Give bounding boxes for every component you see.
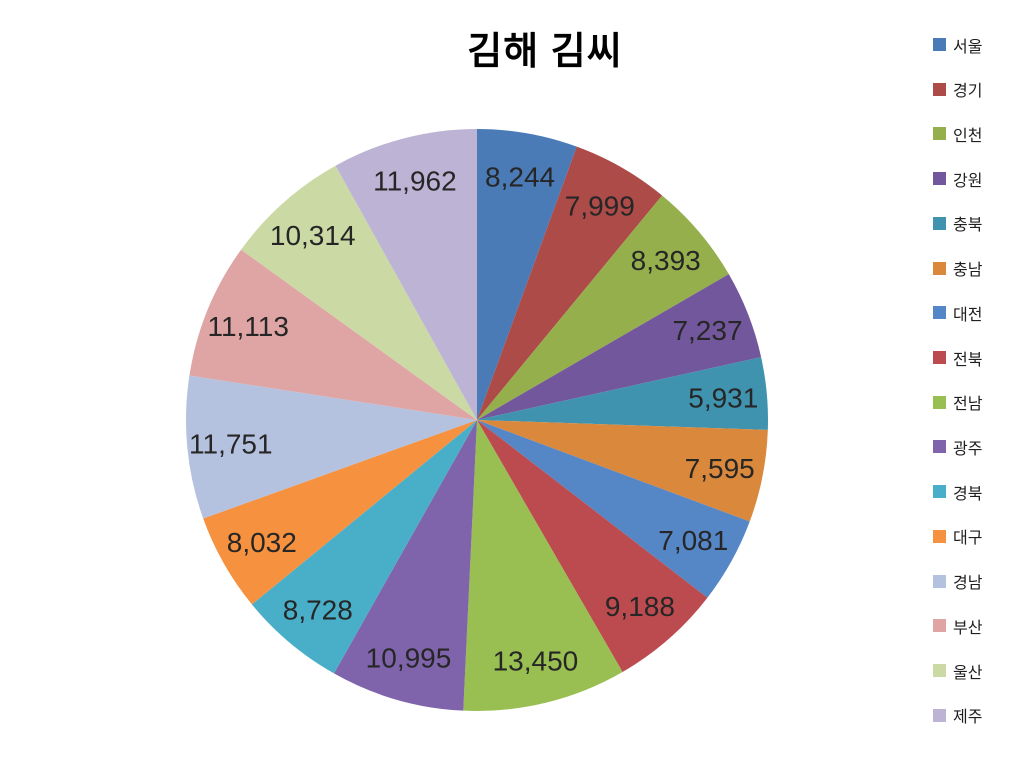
legend-swatch-icon xyxy=(933,440,946,454)
data-label-6: 7,081 xyxy=(658,525,728,556)
data-label-5: 7,595 xyxy=(685,453,755,484)
legend-item-5: 충남 xyxy=(933,260,982,279)
data-label-13: 11,113 xyxy=(207,311,288,342)
pie-slice-11 xyxy=(203,420,477,605)
legend-label: 서울 xyxy=(953,38,983,56)
data-label-12: 11,751 xyxy=(189,429,273,460)
pie-slice-1 xyxy=(477,146,663,420)
legend-item-11: 대구 xyxy=(933,528,982,547)
pie-slice-0 xyxy=(477,129,577,420)
legend-item-1: 경기 xyxy=(933,81,982,100)
legend-swatch-icon xyxy=(933,172,946,186)
legend-swatch-icon xyxy=(933,664,946,678)
pie-slice-14 xyxy=(241,165,477,420)
data-label-15: 11,962 xyxy=(373,166,457,197)
data-label-7: 9,188 xyxy=(605,591,675,622)
legend-item-15: 제주 xyxy=(933,707,982,726)
pie-slice-12 xyxy=(186,375,477,519)
data-label-11: 8,032 xyxy=(227,527,297,558)
legend-item-12: 경남 xyxy=(933,573,982,592)
legend-item-13: 부산 xyxy=(933,617,982,637)
legend-swatch-icon xyxy=(933,529,946,543)
chart-title: 김해 김씨 xyxy=(467,31,623,73)
legend-swatch-icon xyxy=(933,82,946,96)
data-label-0: 8,244 xyxy=(485,161,555,192)
pie-slice-6 xyxy=(477,420,750,598)
pie-slice-10 xyxy=(251,420,477,674)
data-label-4: 5,931 xyxy=(688,382,758,413)
legend-label: 경남 xyxy=(953,575,983,593)
legend-item-10: 경북 xyxy=(933,483,982,503)
legend-label: 전남 xyxy=(953,396,983,414)
legend-swatch-icon xyxy=(933,574,946,588)
data-label-10: 8,728 xyxy=(283,594,353,625)
data-label-14: 10,314 xyxy=(270,220,356,251)
legend-swatch-icon xyxy=(933,261,946,275)
legend-item-3: 강원 xyxy=(933,170,982,190)
legend-label: 울산 xyxy=(953,664,983,682)
legend-swatch-icon xyxy=(933,38,946,51)
legend-item-14: 울산 xyxy=(933,662,982,682)
pie-slice-8 xyxy=(463,420,623,712)
legend-label: 경기 xyxy=(953,83,983,101)
pie-slice-9 xyxy=(333,420,477,711)
legend-label: 대전 xyxy=(953,306,983,324)
legend-label: 충북 xyxy=(953,217,983,235)
legend-label: 충남 xyxy=(953,262,983,280)
legend-item-6: 대전 xyxy=(933,304,982,324)
legend-label: 광주 xyxy=(953,440,983,458)
legend-label: 부산 xyxy=(953,619,983,637)
pie-slice-3 xyxy=(477,274,762,420)
legend-swatch-icon xyxy=(933,708,946,722)
legend-label: 인천 xyxy=(953,127,983,145)
pie-slice-2 xyxy=(477,195,729,420)
data-label-1: 7,999 xyxy=(565,190,635,221)
legend-swatch-icon xyxy=(933,306,946,320)
data-label-3: 7,237 xyxy=(672,315,742,346)
pie-slice-7 xyxy=(477,420,708,672)
legend-swatch-icon xyxy=(933,485,946,499)
legend-item-7: 전북 xyxy=(933,349,982,369)
legend-label: 전북 xyxy=(953,351,983,369)
legend-label: 경북 xyxy=(953,485,983,503)
pie-slice-13 xyxy=(189,249,478,420)
legend-swatch-icon xyxy=(933,216,946,230)
pie-slice-15 xyxy=(335,129,477,420)
legend-item-0: 서울 xyxy=(933,36,982,56)
legend-item-9: 광주 xyxy=(933,438,982,458)
legend-label: 대구 xyxy=(953,530,983,548)
data-label-8: 13,450 xyxy=(493,645,579,676)
legend-item-2: 인천 xyxy=(933,125,982,145)
legend-swatch-icon xyxy=(933,351,946,365)
legend-swatch-icon xyxy=(933,395,946,409)
legend-label: 제주 xyxy=(953,709,983,727)
pie-slice-4 xyxy=(477,357,768,430)
data-label-2: 8,393 xyxy=(631,245,701,276)
pie-slice-5 xyxy=(477,420,768,522)
legend-swatch-icon xyxy=(933,619,946,633)
legend-label: 강원 xyxy=(953,172,983,190)
legend-item-4: 충북 xyxy=(933,215,982,234)
legend-item-8: 전남 xyxy=(933,394,982,413)
data-label-9: 10,995 xyxy=(366,643,452,674)
legend-swatch-icon xyxy=(933,127,946,141)
